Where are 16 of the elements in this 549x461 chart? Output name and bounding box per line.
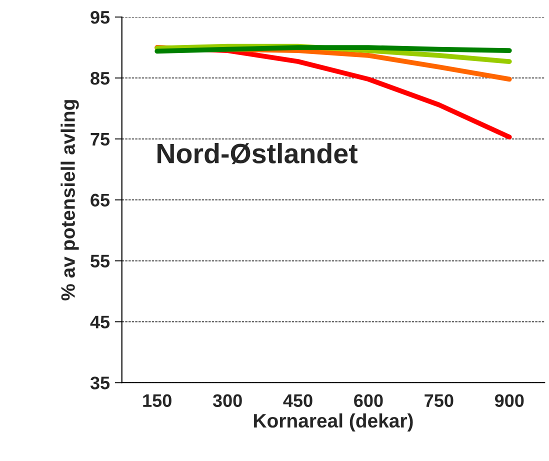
x-tick-label: 150: [143, 394, 172, 408]
y-tick-label: 45: [90, 316, 110, 328]
y-tick-label: 95: [90, 10, 110, 24]
y-tick-label: 55: [90, 254, 110, 268]
y-axis-title: % av potensiell avling: [60, 100, 79, 300]
y-tick-label: 85: [90, 72, 110, 85]
x-tick-label: 900: [494, 394, 524, 408]
x-tick-label: 450: [283, 394, 312, 408]
x-tick-label: 300: [212, 394, 242, 408]
x-axis-title: Kornareal (dekar): [254, 413, 413, 432]
y-tick-label: 65: [90, 194, 110, 207]
x-tick-label: 750: [424, 394, 454, 408]
x-tick-label: 600: [354, 394, 383, 408]
y-tick-label: 35: [90, 376, 110, 390]
annotation: Nord-Østlandet: [158, 143, 358, 164]
y-tick-label: 75: [90, 133, 110, 146]
